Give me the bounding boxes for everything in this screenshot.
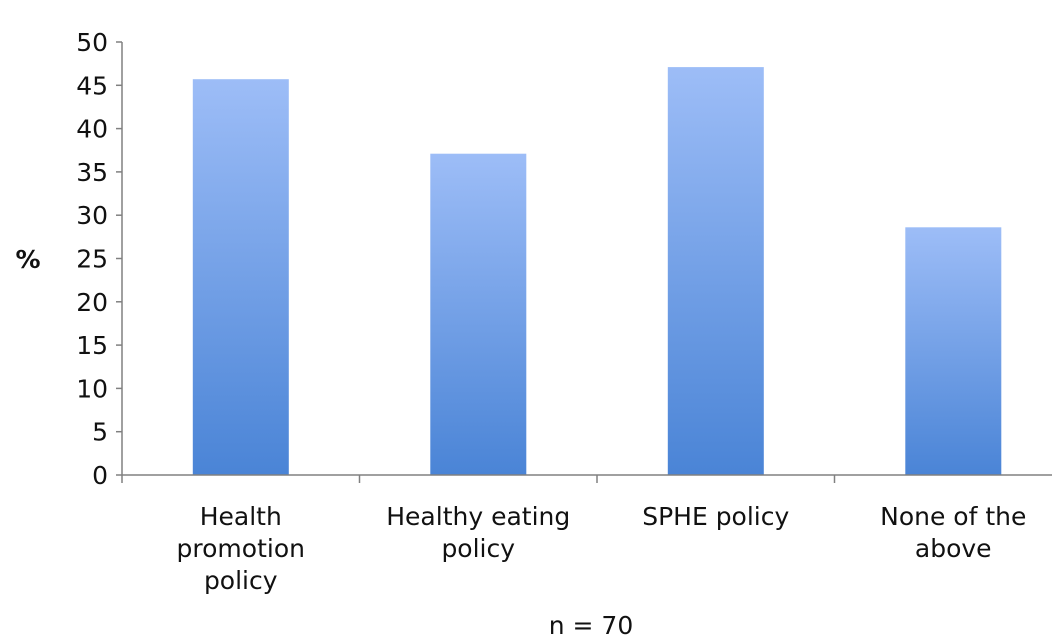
x-tick-label: Health promotion policy	[177, 502, 305, 595]
y-tick-label: 0	[92, 461, 108, 490]
y-tick-label: 15	[76, 331, 108, 360]
y-tick-label: 10	[76, 374, 108, 403]
y-tick-label: 5	[92, 418, 108, 447]
labels-group: 0 5 10 15 20 25 30 35 40 45 50 Health promotion polic…	[15, 28, 1026, 640]
axes-group	[116, 41, 1052, 483]
y-tick-label: 20	[76, 288, 108, 317]
y-tick-label: 25	[76, 245, 108, 274]
y-tick-label: 40	[76, 115, 108, 144]
bar	[667, 67, 764, 475]
x-tick-label: Healthy eating policy	[386, 502, 570, 563]
bar	[430, 153, 527, 475]
bars-group	[192, 67, 1002, 475]
x-tick-label: None of the above	[880, 502, 1026, 563]
y-tick-label: 30	[76, 201, 108, 230]
y-tick-label: 45	[76, 71, 108, 100]
x-tick-label: SPHE policy	[642, 502, 789, 531]
y-tick-label: 50	[76, 28, 108, 57]
bar	[905, 227, 1002, 475]
y-tick-label: 35	[76, 158, 108, 187]
y-axis-label: %	[15, 245, 40, 274]
bar	[192, 79, 289, 475]
sample-size-note: n = 70	[549, 611, 634, 639]
